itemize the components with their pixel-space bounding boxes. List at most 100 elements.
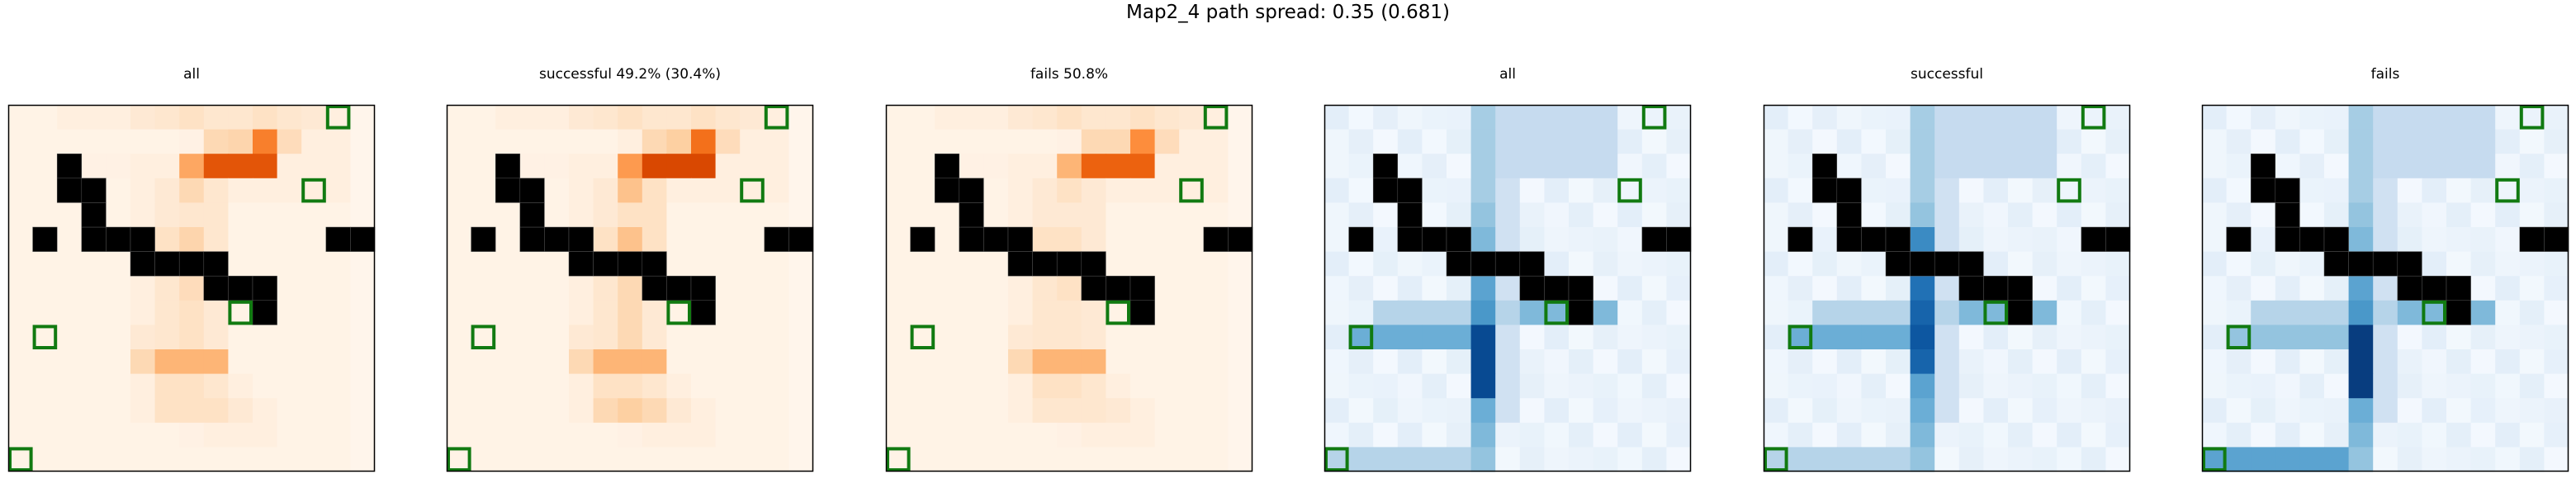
heatmap-cell bbox=[203, 202, 229, 228]
heatmap-cell bbox=[1373, 202, 1399, 228]
heatmap-cell bbox=[495, 447, 521, 472]
heatmap-cell bbox=[57, 373, 83, 399]
panel-title: fails 50.8% bbox=[1030, 66, 1109, 83]
heatmap-cell bbox=[886, 154, 912, 179]
heatmap-cell bbox=[1886, 447, 1911, 472]
heatmap-cell bbox=[935, 202, 960, 228]
heatmap-cell bbox=[1593, 447, 1618, 472]
heatmap-cell bbox=[1397, 300, 1423, 325]
heatmap-cell bbox=[1130, 325, 1156, 350]
heatmap-cell bbox=[495, 325, 521, 350]
wall-cell bbox=[642, 275, 667, 301]
heatmap-cell bbox=[1569, 251, 1594, 277]
heatmap-cell bbox=[1861, 373, 1887, 399]
heatmap-cell bbox=[277, 422, 302, 448]
heatmap-cell bbox=[2348, 373, 2374, 399]
heatmap-cell bbox=[1203, 129, 1229, 154]
heatmap-cell bbox=[32, 349, 58, 375]
heatmap-cell bbox=[618, 202, 643, 228]
heatmap-cell bbox=[495, 276, 521, 301]
heatmap-cell bbox=[1666, 422, 1692, 448]
heatmap-cell bbox=[1544, 129, 1570, 154]
heatmap-cell bbox=[2226, 447, 2252, 472]
wall-cell bbox=[1544, 275, 1570, 301]
wall-cell bbox=[325, 226, 351, 252]
heatmap-cell bbox=[2202, 251, 2228, 277]
heatmap-cell bbox=[2057, 373, 2082, 399]
heatmap-cell bbox=[1666, 447, 1692, 472]
heatmap-cell bbox=[1154, 373, 1180, 399]
heatmap-cell bbox=[2446, 227, 2472, 253]
target-marker bbox=[1983, 300, 2008, 325]
heatmap-cell bbox=[1544, 178, 1570, 203]
heatmap-cell bbox=[618, 349, 643, 375]
heatmap-cell bbox=[32, 373, 58, 399]
heatmap-cell bbox=[471, 398, 496, 424]
heatmap-cell bbox=[1470, 447, 1496, 472]
heatmap-cell bbox=[106, 447, 131, 472]
heatmap-cell bbox=[57, 227, 83, 253]
heatmap-cell bbox=[130, 325, 156, 350]
heatmap-cell bbox=[1519, 202, 1545, 228]
heatmap-cell bbox=[253, 373, 278, 399]
heatmap-cell bbox=[1373, 300, 1399, 325]
heatmap-cell bbox=[32, 202, 58, 228]
heatmap-cell bbox=[130, 349, 156, 375]
heatmap-cell bbox=[1861, 129, 1887, 154]
heatmap-cell bbox=[593, 154, 618, 179]
heatmap-cell bbox=[179, 227, 205, 253]
wall-cell bbox=[1811, 178, 1838, 203]
heatmap-cell bbox=[2373, 349, 2398, 375]
heatmap-cell bbox=[1836, 422, 1862, 448]
heatmap-cell bbox=[228, 325, 253, 350]
heatmap-cell bbox=[1228, 447, 1253, 472]
heatmap-cell bbox=[2105, 251, 2131, 277]
heatmap-cell bbox=[447, 129, 472, 154]
heatmap-cell bbox=[1008, 202, 1034, 228]
heatmap-cell bbox=[642, 202, 667, 228]
heatmap-cell bbox=[1934, 105, 1960, 130]
heatmap-cell bbox=[1544, 227, 1570, 253]
heatmap-cell bbox=[2105, 154, 2131, 179]
wall-cell bbox=[1836, 202, 1862, 228]
heatmap-cell bbox=[910, 373, 935, 399]
heatmap-cell bbox=[1179, 129, 1205, 154]
wall-cell bbox=[1106, 275, 1131, 301]
heatmap-cell bbox=[2226, 373, 2252, 399]
heatmap-cell bbox=[1008, 447, 1034, 472]
heatmap-cell bbox=[666, 373, 692, 399]
heatmap-cell bbox=[2008, 105, 2034, 130]
heatmap-cell bbox=[2348, 349, 2374, 375]
wall-cell bbox=[106, 226, 131, 252]
target-marker bbox=[447, 447, 471, 472]
heatmap-cell bbox=[1154, 276, 1180, 301]
heatmap-cell bbox=[1764, 129, 1789, 154]
heatmap-cell bbox=[1422, 373, 1447, 399]
heatmap-cell bbox=[447, 251, 472, 277]
wall-cell bbox=[2446, 275, 2471, 301]
heatmap-cell bbox=[1958, 373, 1984, 399]
wall-cell bbox=[1056, 251, 1082, 277]
wall-cell bbox=[1007, 251, 1033, 277]
wall-cell bbox=[2105, 226, 2131, 252]
heatmap-cell bbox=[1495, 447, 1521, 472]
heatmap-cell bbox=[1008, 398, 1034, 424]
heatmap-cell bbox=[593, 447, 618, 472]
heatmap-cell bbox=[666, 178, 692, 203]
heatmap-cell bbox=[1617, 300, 1643, 325]
heatmap-cell bbox=[1081, 325, 1106, 350]
heatmap-cell bbox=[1081, 300, 1106, 325]
heatmap-cell bbox=[910, 202, 935, 228]
heatmap-cell bbox=[1081, 154, 1106, 179]
heatmap-cell bbox=[1593, 227, 1618, 253]
heatmap-cell bbox=[495, 129, 521, 154]
heatmap-cell bbox=[325, 105, 351, 130]
heatmap-cell bbox=[2008, 349, 2034, 375]
target-marker bbox=[1179, 178, 1204, 203]
heatmap-cell bbox=[179, 202, 205, 228]
heatmap-cell bbox=[1179, 105, 1205, 130]
target-marker bbox=[910, 325, 935, 349]
heatmap-cell bbox=[2081, 154, 2106, 179]
heatmap-cell bbox=[228, 398, 253, 424]
heatmap-cell bbox=[32, 422, 58, 448]
